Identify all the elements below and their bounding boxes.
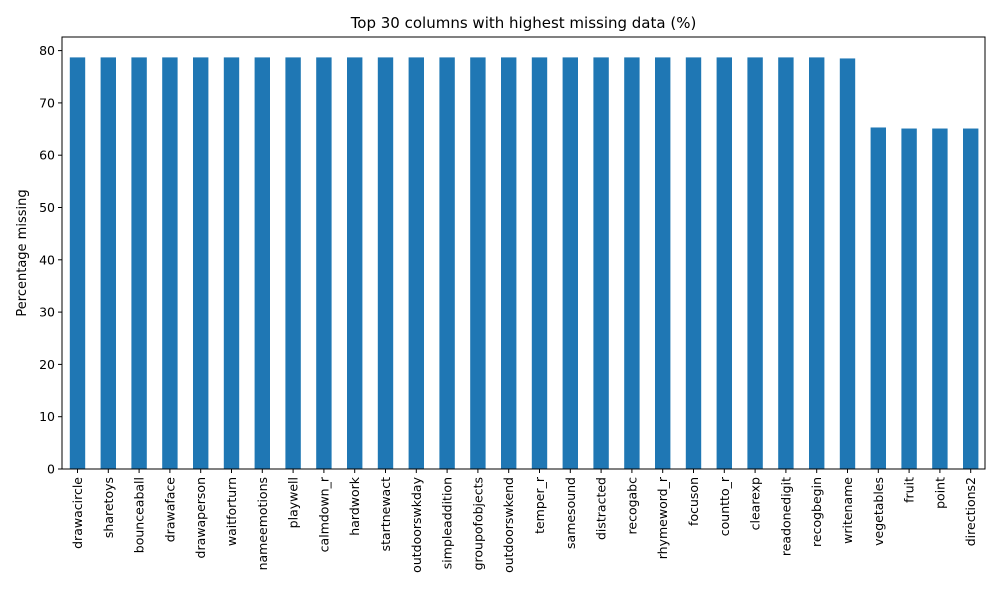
y-tick-label: 70 bbox=[39, 95, 55, 110]
bar-directions2 bbox=[963, 128, 979, 469]
y-tick-label: 40 bbox=[39, 252, 55, 267]
bar-startnewact bbox=[377, 57, 394, 469]
x-tick-label: calmdown_r bbox=[316, 476, 331, 552]
x-tick-label: temper_r bbox=[532, 476, 547, 534]
bar-drawaperson bbox=[193, 57, 209, 469]
bar-hardwork bbox=[347, 57, 363, 469]
x-tick-label: rhymeword_r bbox=[655, 476, 670, 559]
bar-distracted bbox=[593, 57, 609, 469]
y-tick-label: 30 bbox=[39, 305, 55, 320]
bar-simpleaddition bbox=[439, 57, 455, 469]
bar-temper_r bbox=[531, 57, 548, 469]
x-axis-ticks: drawacircle sharetoys bounceaball drawaface… bbox=[70, 469, 978, 573]
bar-sharetoys bbox=[100, 57, 116, 469]
x-tick-label: fruit bbox=[902, 477, 917, 503]
x-tick-label: sharetoys bbox=[101, 477, 116, 538]
bar-waitforturn bbox=[223, 57, 240, 469]
x-tick-label: outdoorswkend bbox=[501, 477, 516, 573]
x-tick-label: outdoorswkday bbox=[409, 476, 424, 572]
x-tick-label: clearexp bbox=[748, 477, 763, 530]
x-tick-label: writename bbox=[840, 477, 855, 544]
bar-drawacircle bbox=[69, 57, 86, 469]
x-tick-label: point bbox=[932, 477, 947, 509]
x-tick-label: directions2 bbox=[963, 477, 978, 546]
y-tick-label: 10 bbox=[39, 409, 55, 424]
bar-writename bbox=[839, 58, 856, 469]
x-tick-label: countto_r bbox=[717, 476, 732, 536]
bar-fruit bbox=[901, 128, 917, 469]
y-tick-label: 20 bbox=[39, 357, 55, 372]
bar-outdoorswkday bbox=[408, 57, 424, 469]
bar-readonedigit bbox=[778, 57, 794, 469]
y-axis-ticks: 0 10 20 30 40 50 60 70 80 bbox=[39, 43, 62, 477]
x-tick-label: waitforturn bbox=[224, 477, 239, 546]
bar-rhymeword_r bbox=[655, 57, 671, 469]
bar-bounceaball bbox=[131, 57, 147, 469]
x-tick-label: vegetables bbox=[871, 477, 886, 546]
bar-playwell bbox=[285, 57, 301, 469]
bar-drawaface bbox=[162, 57, 178, 469]
bar-outdoorswkend bbox=[501, 57, 517, 469]
bar-focuson bbox=[685, 57, 702, 469]
x-tick-label: drawacircle bbox=[70, 477, 85, 549]
x-tick-label: nameemotions bbox=[255, 477, 270, 570]
x-tick-label: hardwork bbox=[347, 476, 362, 535]
x-tick-label: samesound bbox=[563, 477, 578, 549]
y-tick-label: 80 bbox=[39, 43, 55, 58]
y-axis-label: Percentage missing bbox=[15, 189, 30, 316]
bar-point bbox=[932, 128, 948, 469]
bar-countto_r bbox=[716, 57, 732, 469]
plot-frame bbox=[61, 36, 986, 470]
x-tick-label: recogabc bbox=[624, 477, 639, 535]
bars-layer bbox=[69, 57, 979, 469]
x-tick-label: distracted bbox=[594, 477, 609, 540]
y-tick-label: 50 bbox=[39, 200, 55, 215]
bar-groupofobjects bbox=[470, 57, 486, 469]
bar-nameemotions bbox=[254, 57, 270, 469]
x-tick-label: drawaface bbox=[162, 477, 177, 543]
bar-samesound bbox=[562, 57, 578, 469]
y-tick-label: 60 bbox=[39, 148, 55, 163]
x-tick-label: playwell bbox=[286, 477, 301, 528]
bar-recogbegin bbox=[809, 57, 825, 469]
bar-vegetables bbox=[870, 127, 886, 469]
x-tick-label: startnewact bbox=[378, 477, 393, 551]
x-tick-label: drawaperson bbox=[193, 477, 208, 558]
chart-title: Top 30 columns with highest missing data… bbox=[350, 14, 697, 32]
x-tick-label: groupofobjects bbox=[470, 477, 485, 570]
bar-recogabc bbox=[624, 57, 640, 469]
y-tick-label: 0 bbox=[47, 462, 55, 477]
x-tick-label: bounceaball bbox=[132, 477, 147, 553]
x-tick-label: focuson bbox=[686, 477, 701, 526]
x-tick-label: simpleaddition bbox=[440, 477, 455, 569]
bar-clearexp bbox=[747, 57, 763, 469]
bar-calmdown_r bbox=[316, 57, 332, 469]
x-tick-label: readonedigit bbox=[778, 477, 793, 556]
x-tick-label: recogbegin bbox=[809, 477, 824, 547]
